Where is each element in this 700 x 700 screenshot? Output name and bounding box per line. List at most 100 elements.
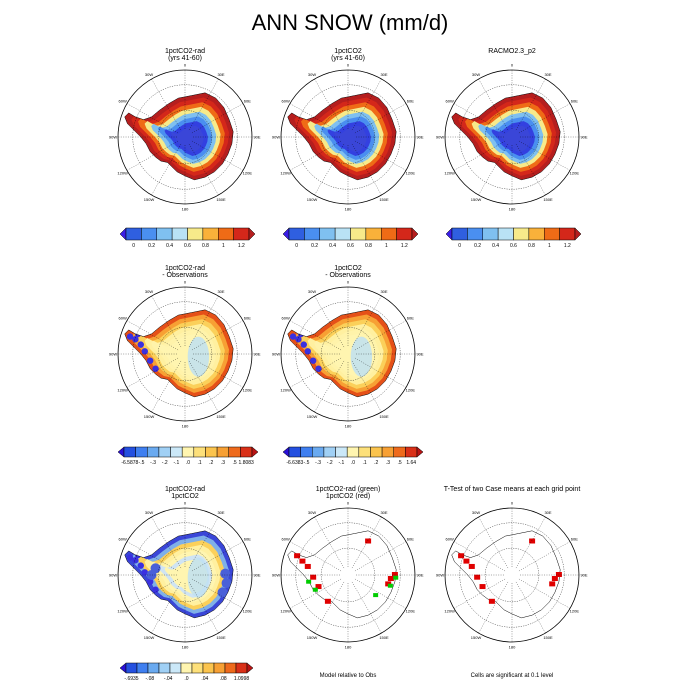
colorbar-tick-label: 1.8083 bbox=[239, 460, 255, 466]
map-p3: 0 30E 60E 90E 120E 150E 180 150W 120W 90W 60W 30W bbox=[436, 63, 588, 212]
lon-label: 0 bbox=[347, 280, 350, 285]
colorbar-tick-label: .08 bbox=[220, 676, 227, 682]
lon-label: 0 bbox=[347, 63, 350, 68]
colorbar-box bbox=[288, 446, 301, 458]
colorbar-box bbox=[191, 662, 204, 674]
lon-label: 60E bbox=[571, 537, 578, 542]
lon-label: 150W bbox=[144, 197, 155, 202]
lon-label: 120W bbox=[280, 609, 291, 614]
colorbar-box bbox=[467, 227, 483, 241]
colorbar-box bbox=[365, 227, 382, 241]
lon-label: 30W bbox=[308, 510, 316, 515]
lon-label: 90E bbox=[580, 573, 587, 578]
colorbar-box bbox=[235, 662, 248, 674]
colorbar-box bbox=[528, 227, 545, 241]
colorbar-tick-label: .1 bbox=[198, 460, 202, 466]
colorbar-tick-label: .2 bbox=[209, 460, 213, 466]
colorbar-tick-label: -.1 bbox=[173, 460, 179, 466]
panel-title-line: - Observations bbox=[325, 272, 371, 279]
map-p2: 0 30E 60E 90E 120E 150E 180 150W 120W 90W 60W 30W bbox=[272, 63, 424, 212]
lon-label: 30E bbox=[380, 289, 387, 294]
lon-label: 30W bbox=[145, 72, 153, 77]
lon-label: 60W bbox=[119, 537, 127, 542]
lon-label: 150E bbox=[379, 635, 389, 640]
lon-label: 180 bbox=[509, 207, 516, 212]
colorbar-box bbox=[123, 446, 136, 458]
colorbar-tick-label: -.1 bbox=[338, 460, 344, 466]
lon-label: 120E bbox=[243, 171, 253, 176]
lon-label: 30E bbox=[217, 289, 224, 294]
lon-label: 60W bbox=[119, 316, 127, 321]
lon-label: 150W bbox=[144, 635, 155, 640]
lon-label: 120W bbox=[444, 171, 455, 176]
panel-title-line: 1pctCO2 bbox=[334, 48, 362, 55]
lon-label: 60E bbox=[571, 99, 578, 104]
lon-label: 0 bbox=[184, 63, 187, 68]
main-title: ANN SNOW (mm/d) bbox=[251, 10, 449, 35]
lon-label: 150E bbox=[216, 197, 226, 202]
lon-label: 90E bbox=[416, 352, 423, 357]
lon-label: 60E bbox=[244, 316, 251, 321]
colorbar-cb-diff-1: -6.5878 -.5 -.3 -.2 -.1 .0 .1 .2 .3 .5 1.8083 bbox=[117, 446, 259, 466]
colorbar-box bbox=[370, 446, 383, 458]
lon-label: 120W bbox=[280, 171, 291, 176]
colorbar-tick-label: 0.6 bbox=[510, 243, 517, 249]
lon-label: 180 bbox=[182, 207, 189, 212]
colorbar-box bbox=[559, 227, 576, 241]
lon-label: 120W bbox=[444, 609, 455, 614]
colorbar-tick-label: 1 bbox=[548, 243, 551, 249]
lon-label: 150E bbox=[543, 635, 553, 640]
colorbar-tick-label: .5 bbox=[232, 460, 236, 466]
lon-label: 30W bbox=[308, 289, 316, 294]
lon-label: 150W bbox=[307, 414, 318, 419]
lon-label: 120W bbox=[117, 388, 128, 393]
lon-label: 60E bbox=[244, 99, 251, 104]
lon-label: 30W bbox=[472, 510, 480, 515]
colorbar-tick-label: .1 bbox=[363, 460, 367, 466]
lon-label: 120W bbox=[117, 609, 128, 614]
lon-label: 90E bbox=[580, 135, 587, 140]
lon-label: 180 bbox=[182, 424, 189, 429]
lon-label: 90E bbox=[416, 135, 423, 140]
colorbar-box bbox=[147, 662, 160, 674]
colorbar-box bbox=[288, 227, 305, 241]
lon-label: 30E bbox=[217, 510, 224, 515]
colorbar-tick-label: 1 bbox=[385, 243, 388, 249]
colorbar-tick-label: 0.6 bbox=[184, 243, 191, 249]
colorbar-box bbox=[169, 662, 182, 674]
colorbar-tick-label: 1.64 bbox=[406, 460, 416, 466]
colorbar-tick-label: -.3 bbox=[150, 460, 156, 466]
colorbar-box bbox=[171, 227, 188, 241]
panel-title-line: 1pctCO2-rad bbox=[164, 48, 206, 55]
colorbar-box bbox=[335, 446, 348, 458]
lon-label: 0 bbox=[184, 501, 187, 506]
lon-label: 180 bbox=[345, 645, 352, 650]
lon-label: 150W bbox=[307, 635, 318, 640]
lon-label: 150W bbox=[471, 635, 482, 640]
map-p7: 0 30E 60E 90E 120E 150E 180 150W 120W 90W 60W 30W bbox=[109, 501, 261, 650]
colorbar-cb-abs-1: 0 0.2 0.4 0.6 0.8 1 1.2 bbox=[119, 227, 256, 249]
colorbar-tick-label: .0 bbox=[186, 460, 190, 466]
lon-label: 120E bbox=[406, 171, 416, 176]
colorbar-tick-label: -.2 bbox=[162, 460, 168, 466]
colorbar-tick-label: -.6935 bbox=[124, 676, 138, 682]
panel-title-line: 1pctCO2-rad (green) bbox=[315, 486, 381, 493]
map-p5: 0 30E 60E 90E 120E 150E 180 150W 120W 90W 60W 30W bbox=[272, 280, 424, 429]
panel-title-line: 1pctCO2-rad bbox=[164, 486, 206, 493]
panel-title-line: (yrs 41-60) bbox=[168, 55, 202, 62]
lon-label: 120E bbox=[406, 388, 416, 393]
colorbar-tick-label: 0.8 bbox=[528, 243, 535, 249]
lon-label: 90W bbox=[109, 135, 117, 140]
lon-label: 30W bbox=[145, 289, 153, 294]
colorbar-box bbox=[323, 446, 336, 458]
colorbar-tick-label: 0 bbox=[295, 243, 298, 249]
panel-title-line: - Observations bbox=[162, 272, 208, 279]
colorbar-tick-label: 0.2 bbox=[148, 243, 155, 249]
lon-label: 0 bbox=[347, 501, 350, 506]
lon-label: 60E bbox=[407, 316, 414, 321]
colorbar-box bbox=[218, 227, 234, 241]
colorbar-box bbox=[136, 662, 149, 674]
colorbar-tick-label: 0.2 bbox=[311, 243, 318, 249]
colorbar-box bbox=[350, 227, 367, 241]
lon-label: 120W bbox=[117, 171, 128, 176]
